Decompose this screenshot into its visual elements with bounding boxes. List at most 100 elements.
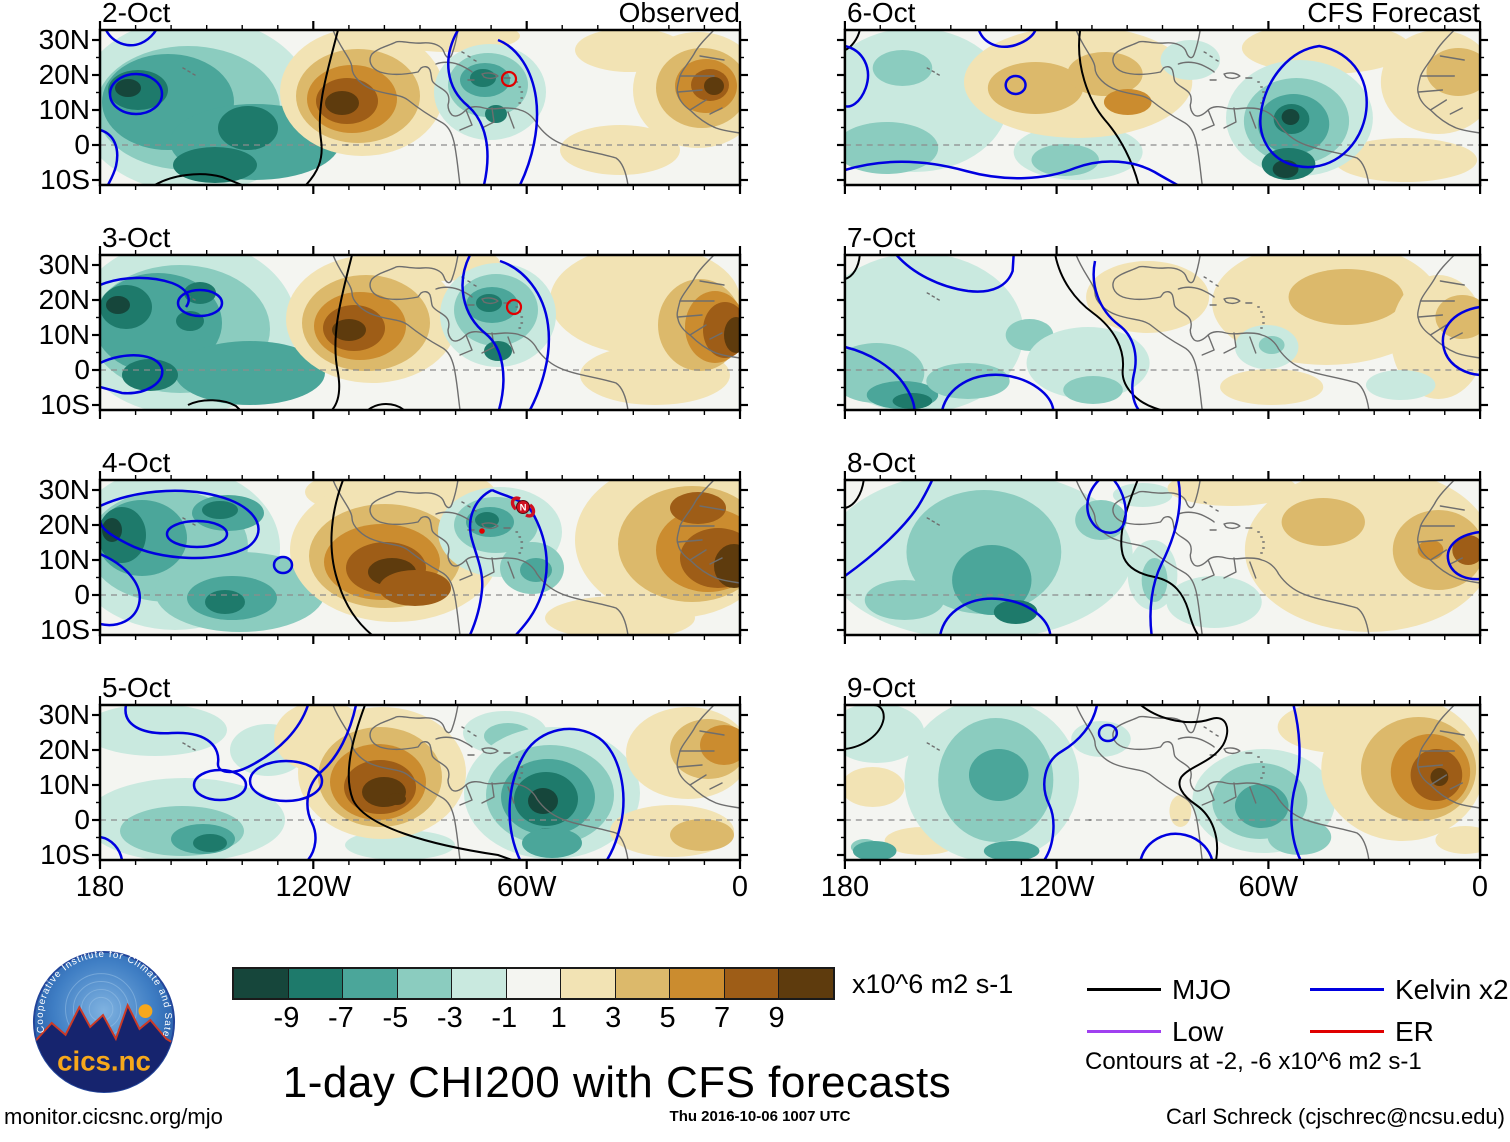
map-panel-6-Oct (836, 21, 1489, 194)
kelvin-contour-loop (1097, 723, 1119, 743)
kelvin-contour (499, 259, 551, 410)
kelvin-contour (844, 345, 916, 410)
x-axis-label-60W: 60W (496, 871, 557, 903)
kelvin-contour (461, 255, 505, 410)
kelvin-contour (100, 276, 190, 308)
mjo-contour (154, 173, 243, 185)
kelvin-contour (508, 727, 625, 860)
y-axis-label-10N: 10N (38, 544, 90, 575)
kelvin-contour-loop (248, 759, 324, 803)
panel-date-2-Oct: 2-Oct (102, 0, 171, 28)
colorbar-cell-4 (452, 969, 507, 998)
mjo-contour (844, 30, 861, 51)
x-axis-label-0: 0 (731, 871, 749, 903)
er-contour-circle (500, 70, 518, 88)
red-dot-marker (479, 528, 485, 534)
kelvin-contour-loop (1004, 74, 1027, 96)
y-axis-label-0: 0 (74, 129, 90, 160)
footer-timestamp: Thu 2016-10-06 1007 UTC (669, 1108, 851, 1125)
y-axis-label-20N: 20N (38, 59, 90, 90)
legend-label-mjo: MJO (1172, 974, 1232, 1005)
y-axis-label-0: 0 (74, 804, 90, 835)
y-axis-label-20N: 20N (38, 734, 90, 765)
kelvin-contour-loop (165, 519, 229, 549)
x-axis-label-0: 0 (1471, 871, 1489, 903)
kelvin-contour (100, 835, 124, 860)
kelvin-contour (938, 597, 1052, 635)
x-axis-label-180: 180 (820, 871, 870, 903)
map-panel-8-Oct (836, 471, 1489, 644)
colorbar-tick-5: 5 (659, 1002, 676, 1034)
mjo-contour (347, 705, 513, 860)
colorbar-tick--3: -3 (436, 1002, 463, 1034)
kelvin-contour (100, 552, 142, 627)
kelvin-contour-loop (176, 288, 224, 318)
hurricane-icon: N (510, 496, 536, 518)
mjo-contour (1140, 705, 1229, 860)
map-panel-9-Oct (836, 696, 1489, 869)
panel-corner-label: Observed (618, 0, 740, 28)
panel-date-6-Oct: 6-Oct (847, 0, 916, 28)
x-axis-label-180: 180 (75, 871, 125, 903)
kelvin-contour (497, 38, 539, 185)
kelvin-contour (844, 44, 870, 108)
kelvin-contour-loop (108, 72, 164, 116)
y-axis-label-10S: 10S (40, 614, 90, 645)
logo-name: cics.nc (57, 1045, 151, 1076)
colorbar (232, 967, 835, 1000)
kelvin-contour (1259, 44, 1368, 169)
kelvin-contour (1446, 530, 1481, 581)
colorbar-cell-5 (506, 969, 562, 998)
panel-date-5-Oct: 5-Oct (102, 672, 171, 703)
mjo-contour (331, 255, 353, 410)
y-axis-label-10S: 10S (40, 839, 90, 870)
colorbar-tick--9: -9 (273, 1002, 300, 1034)
mjo-contour (330, 480, 373, 635)
mjo-contour (187, 399, 241, 410)
mjo-contour (305, 30, 339, 185)
figure-title: 1-day CHI200 with CFS forecasts (282, 1058, 952, 1107)
kelvin-contour (1441, 305, 1481, 377)
colorbar-tick--1: -1 (491, 1002, 518, 1034)
colorbar-tick-3: 3 (605, 1002, 622, 1034)
panel-corner-label: CFS Forecast (1307, 0, 1480, 28)
low-line-swatch (1087, 1030, 1161, 1033)
colorbar-cell-2 (343, 969, 398, 998)
er-contour-circle (505, 298, 523, 316)
kelvin-contour (1092, 260, 1140, 410)
kelvin-contour (100, 489, 260, 560)
y-axis-label-30N: 30N (38, 474, 90, 505)
x-axis-label-120W: 120W (1018, 871, 1095, 903)
kelvin-contour (447, 30, 489, 185)
kelvin-contour (104, 30, 158, 47)
er-line-swatch (1310, 1030, 1384, 1033)
map-panel-3-Oct (92, 246, 748, 419)
y-axis-label-10N: 10N (38, 319, 90, 350)
y-axis-label-20N: 20N (38, 284, 90, 315)
kelvin-contour-loop (192, 768, 248, 802)
mjo-contour (367, 403, 405, 410)
colorbar-cell-10 (779, 969, 834, 998)
logo-mountains (33, 1005, 175, 1093)
kelvin-contour (977, 30, 1037, 48)
map-panel-2-Oct (92, 21, 748, 194)
footer-url: monitor.cicsnc.org/mjo (4, 1104, 223, 1129)
y-axis-label-30N: 30N (38, 24, 90, 55)
map-panel-5-Oct (92, 696, 748, 869)
colorbar-cell-0 (234, 969, 289, 998)
mjo-contour (844, 705, 885, 750)
legend-label-kelvin: Kelvin x2 (1395, 974, 1509, 1005)
kelvin-contour (100, 128, 119, 185)
footer-credit: Carl Schreck (cjschrec@ncsu.edu) (1166, 1104, 1505, 1129)
kelvin-contour (895, 255, 1015, 293)
cicsnc-logo: Cooperative Institute for Climate and Sa… (30, 948, 178, 1096)
kelvin-contour (844, 160, 1179, 185)
contour-levels-note: Contours at -2, -6 x10^6 m2 s-1 (1085, 1048, 1422, 1075)
kelvin-contour (1139, 832, 1214, 860)
y-axis-label-0: 0 (74, 579, 90, 610)
colorbar-tick-1: 1 (550, 1002, 567, 1034)
colorbar-cell-8 (670, 969, 725, 998)
kelvin-contour (468, 488, 493, 635)
colorbar-cell-1 (288, 969, 344, 998)
